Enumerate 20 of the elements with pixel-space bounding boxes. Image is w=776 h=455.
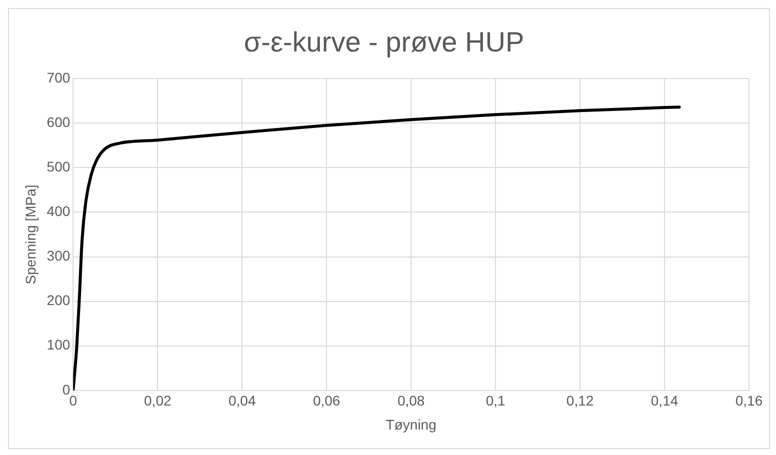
- y-tick-label: 700: [46, 69, 70, 86]
- y-tick-label: 0: [62, 381, 70, 398]
- x-tick-label: 0,1: [486, 392, 506, 409]
- x-tick-label: 0,16: [735, 392, 763, 409]
- x-tick-label: 0,14: [650, 392, 678, 409]
- y-tick-label: 500: [46, 158, 70, 175]
- x-tick-label: 0,08: [397, 392, 425, 409]
- x-axis-title: Tøyning: [386, 416, 436, 432]
- x-tick-label: 0,04: [228, 392, 256, 409]
- x-tick-label: 0,12: [566, 392, 594, 409]
- y-tick-label: 100: [46, 336, 70, 353]
- x-tick-label: 0,02: [144, 392, 172, 409]
- line-series: [73, 106, 681, 390]
- x-tick-label: 0,06: [312, 392, 340, 409]
- y-axis-title: Spenning [MPa]: [22, 184, 38, 284]
- y-tick-label: 400: [46, 203, 70, 220]
- y-tick-label: 200: [46, 292, 70, 308]
- y-tick-label: 300: [46, 248, 70, 264]
- y-tick-label: 600: [46, 114, 70, 130]
- chart-title: σ-ε-kurve - prøve HUP: [244, 26, 524, 58]
